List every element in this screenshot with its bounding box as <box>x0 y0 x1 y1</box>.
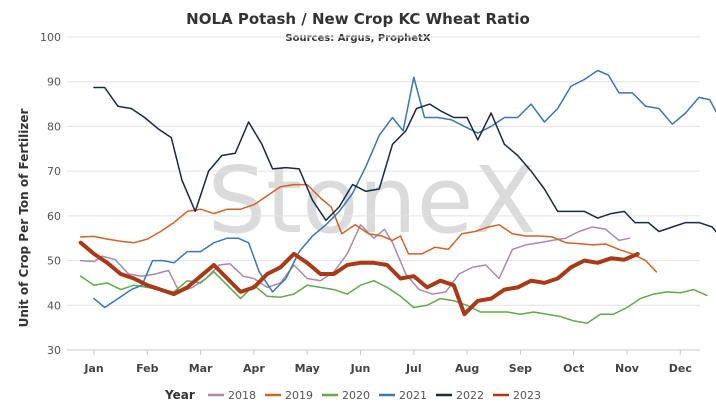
series-line-2018 <box>79 224 631 295</box>
x-tick-label: May <box>295 362 320 375</box>
watermark: StoneX <box>208 147 537 254</box>
y-tick-label: 60 <box>47 210 61 223</box>
x-tick-label: Oct <box>563 362 584 375</box>
series-layer <box>78 69 716 324</box>
legend-label-2021: 2021 <box>399 389 427 402</box>
y-tick-label: 90 <box>47 76 61 89</box>
grid-layer <box>67 36 700 351</box>
legend-label-2019: 2019 <box>285 389 313 402</box>
y-tick-label: 40 <box>47 299 61 312</box>
chart-title: NOLA Potash / New Crop KC Wheat Ratio <box>186 10 530 28</box>
series-line-2021 <box>93 69 716 309</box>
series-line-2022 <box>93 86 716 233</box>
x-tick-label: Sep <box>509 362 532 375</box>
x-tick-label: Feb <box>136 362 159 375</box>
x-tick-label: Nov <box>615 362 640 375</box>
x-tick-label: Apr <box>243 362 265 375</box>
legend-label-2023: 2023 <box>513 389 541 402</box>
x-tick-label: Dec <box>669 362 692 375</box>
x-tick-label: Jan <box>83 362 103 375</box>
series-line-2023 <box>78 240 640 317</box>
x-tick-label: Jun <box>350 362 371 375</box>
series-line-2020 <box>79 271 708 324</box>
legend-label-2018: 2018 <box>228 389 256 402</box>
x-tick-label: Mar <box>189 362 213 375</box>
y-tick-label: 30 <box>47 344 61 357</box>
axis-layer: 30 40 50 60 70 80 90 100 Jan Feb Mar Apr May Jun Jul Au… <box>40 31 700 375</box>
legend-label-2022: 2022 <box>456 389 484 402</box>
chart-subtitle: Sources: Argus, ProphetX <box>285 33 430 44</box>
y-axis-label: Unit of Crop Per Ton of Fertilizer <box>17 109 31 328</box>
legend-title: Year <box>164 388 195 402</box>
y-tick-label: 100 <box>40 31 61 44</box>
series-line-2019 <box>79 183 658 273</box>
y-tick-label: 50 <box>47 255 61 268</box>
x-tick-label: Jul <box>405 362 422 375</box>
legend-label-2020: 2020 <box>342 389 370 402</box>
y-tick-label: 80 <box>47 120 61 133</box>
y-tick-label: 70 <box>47 165 61 178</box>
x-tick-label: Aug <box>455 362 479 375</box>
legend: Year 2018 2019 2020 2021 2022 2023 <box>164 388 541 402</box>
